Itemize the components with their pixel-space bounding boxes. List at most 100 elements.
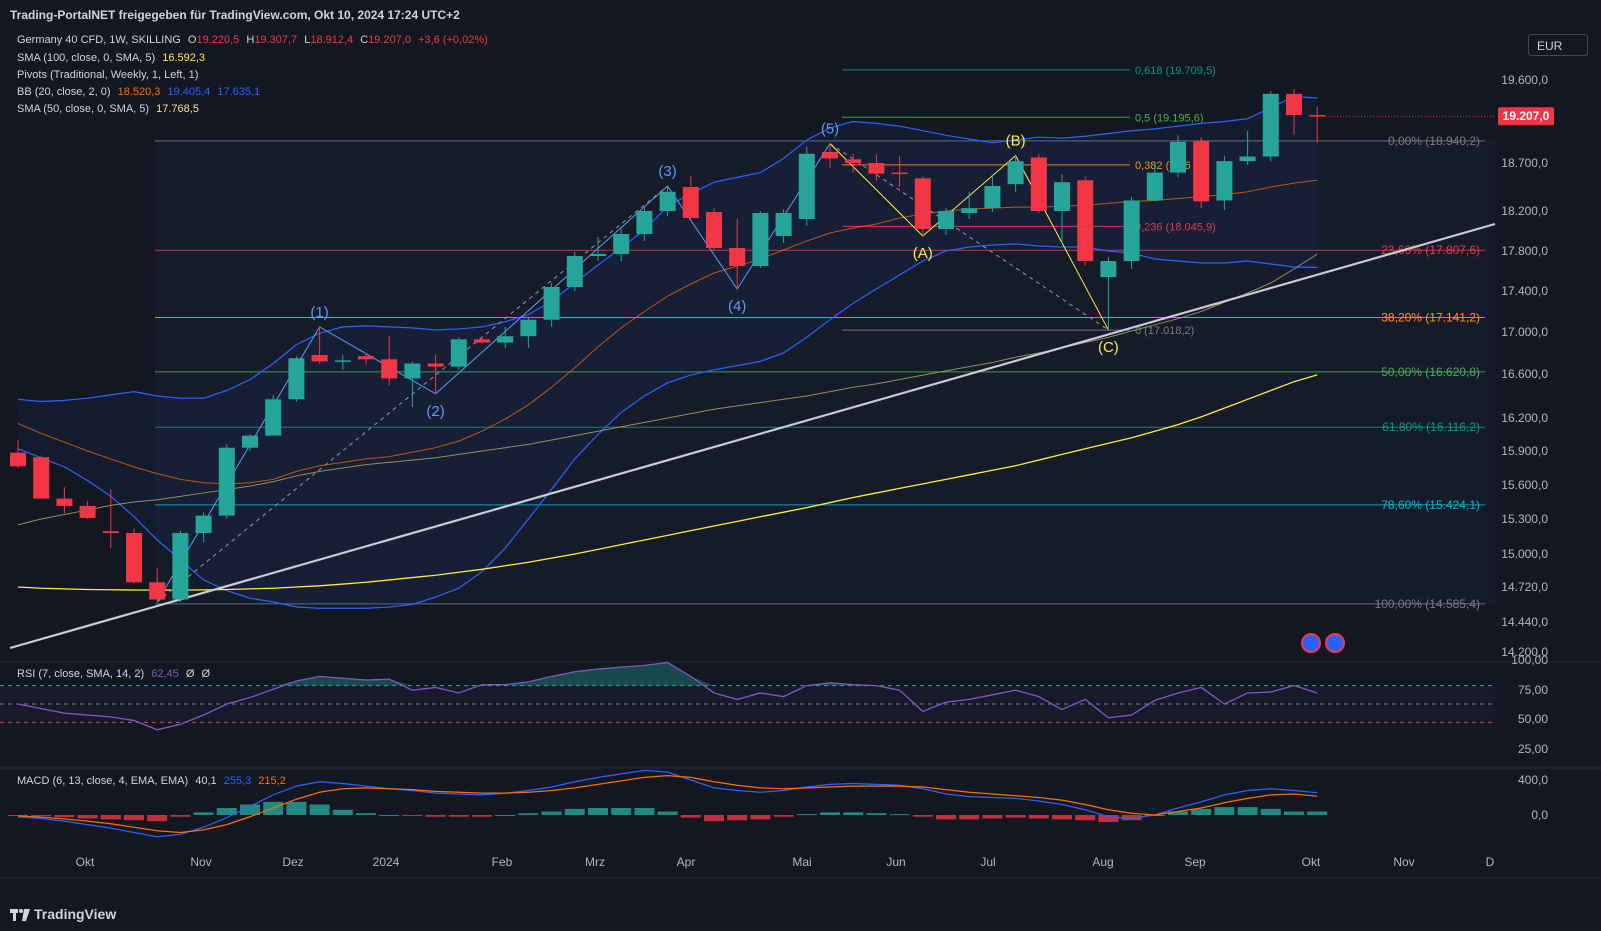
macd-histogram-bar [147,815,168,822]
candle-body [1007,161,1024,185]
macd-histogram-bar [100,815,121,820]
fib-level-label: 0,00% (18.940,2) [1388,134,1480,148]
macd-histogram-bar [634,808,655,815]
macd-histogram-bar [31,815,52,817]
elliott-wave-label: (3) [658,163,676,180]
candle-body [1239,156,1256,162]
macd-histogram-bar [796,814,817,816]
time-axis-label: Feb [492,855,513,869]
fib-level-label: 100,00% (14.585,4) [1375,597,1480,611]
candle-body [520,319,537,337]
rsi-overbought-fill [18,662,1318,686]
macd-histogram-bar [588,808,608,815]
candle-body [1193,140,1210,202]
legend-macd-row[interactable]: MACD (6, 13, close, 4, EMA, EMA) 40,1 25… [17,775,286,787]
time-axis-label: Nov [1393,855,1414,869]
time-axis-label: Okt [76,855,95,869]
price-axis-tick: 17.000,0 [1501,325,1548,339]
macd-histogram-bar [1260,808,1281,815]
legend-rsi-label: RSI (7, close, SMA, 14, 2) [17,668,145,680]
abc-wave-label: (C) [1098,339,1119,356]
legend-sma100-value: 16.592,3 [162,52,206,64]
candle-body [729,248,746,266]
chart-canvas[interactable]: 0,00% (18.940,2) 23,60% (17.807,6) 38,20% … [0,28,1601,908]
macd-histogram-bar [309,804,330,815]
macd-histogram-bar [216,808,237,815]
ohlc-l-label: L [304,34,311,46]
legend-symbol: Germany 40 CFD, 1W, SKILLING [17,34,181,46]
macd-histogram-bar [564,808,585,815]
rsi-axis-tick: 100,00 [1511,653,1548,667]
time-axis-label: Mrz [585,855,605,869]
abc-wave-label: (B) [1006,133,1026,150]
legend-sma50-row[interactable]: SMA (50, close, 0, SMA, 5) 17.768,5 [17,103,199,115]
macd-histogram-bar [495,815,516,816]
candle-body [868,163,885,174]
macd-histogram-bar [959,815,980,820]
macd-histogram-bar [518,813,539,815]
trend-line [9,222,1496,650]
candle-body [1030,157,1047,211]
macd-histogram-bar [889,814,910,816]
legend-bb-basis: 18.520,3 [117,86,161,98]
price-axis-tick: 15.600,0 [1501,478,1548,492]
ohlc-high: 19.307,7 [254,34,298,46]
ohlc-o-label: O [187,34,197,46]
sma100-line [17,374,1318,591]
fib-level-label: 61,80% (16.116,2) [1382,420,1480,434]
candle-body [1262,93,1279,157]
legend-bb-lower: 17.635,1 [217,86,261,98]
tradingview-logo[interactable]: TradingView [10,906,116,922]
candle-body [450,339,467,367]
macd-histogram-bar [680,815,701,818]
macd-histogram-bar [240,804,260,815]
ohlc-h-label: H [246,34,255,46]
candle-body [659,191,676,211]
candle-body [1170,141,1186,173]
time-axis-label: Sep [1184,855,1206,869]
macd-histogram-bar [448,815,469,817]
candle-body [195,515,212,533]
legend-macd-signal: 215,2 [258,775,286,787]
legend-sma100-row[interactable]: SMA (100, close, 0, SMA, 5) 16.592,3 [17,52,205,64]
macd-histogram-bar [54,815,75,818]
legend-rsi-row[interactable]: RSI (7, close, SMA, 14, 2) 62,45 Ø Ø [17,668,210,680]
currency-button[interactable]: EUR [1528,34,1588,56]
fib-zone-shade [155,140,1495,604]
macd-histogram-bar [912,815,933,817]
ohlc-low: 18.912,4 [310,34,354,46]
candle-body [938,211,954,229]
candle-body [1216,161,1233,201]
price-axis-tick: 16.200,0 [1501,411,1548,425]
candle-body [334,360,351,362]
legend-rsi-value: 62,45 [151,668,179,680]
legend-pivots-row[interactable]: Pivots (Traditional, Weekly, 1, Left, 1) [17,69,198,81]
candle-body [1100,261,1117,277]
macd-histogram-bar [402,815,423,816]
candle-body [1146,172,1163,201]
legend-sma50-value: 17.768,5 [156,103,199,115]
candle-body [1077,180,1094,261]
event-icon [1301,633,1321,653]
candle-body [218,447,235,516]
event-icon [1325,633,1345,653]
fib-level-label: 50,00% (16.620,8) [1381,365,1480,379]
time-axis-label: Apr [677,855,696,869]
macd-axis-tick: 400,0 [1518,773,1548,787]
price-axis-tick: 18.700,0 [1501,156,1548,170]
legend-bb-row[interactable]: BB (20, close, 2, 0) 18.520,3 19.405,4 1… [17,86,260,98]
candle-body [79,505,96,518]
rsi-axis-tick: 75,00 [1518,683,1548,697]
fib-level-label: 23,60% (17.807,6) [1381,243,1480,257]
fib-ext-label: 0,236 (18.045,9) [1135,221,1216,233]
macd-histogram-bar [704,815,724,822]
macd-histogram-bar [750,815,771,820]
macd-histogram-bar [170,815,191,817]
macd-histogram-bar [8,815,28,816]
candle-body [265,399,282,436]
macd-histogram-bar [1168,811,1188,815]
ohlc-c-label: C [360,34,369,46]
time-axis-label: Mai [792,855,811,869]
macd-histogram-bar [356,813,376,815]
legend-macd-hist: 40,1 [195,775,217,787]
